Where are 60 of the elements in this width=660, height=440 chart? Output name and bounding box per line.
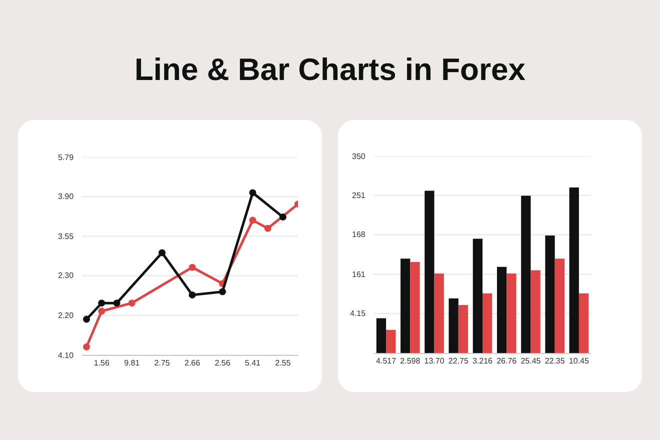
point	[249, 189, 256, 196]
text: 4.15	[350, 309, 366, 318]
x-tick-label: 2.598	[400, 356, 421, 366]
point	[83, 343, 90, 350]
x-tick-label: 5.41	[244, 358, 262, 368]
x-tick-label: 25.45	[520, 356, 542, 366]
point	[83, 316, 90, 323]
bar	[530, 270, 540, 353]
point	[218, 288, 226, 296]
x-tick-label: 2.55	[275, 358, 292, 368]
bar	[400, 258, 410, 353]
bar	[496, 266, 507, 353]
x-tick-label: 22.75	[448, 356, 469, 366]
bar	[521, 196, 531, 353]
x-tick-label: 10.45	[568, 356, 590, 366]
text: 168	[352, 230, 366, 239]
text: 2.30	[58, 271, 74, 280]
bar	[386, 330, 396, 353]
bar	[506, 274, 516, 353]
chart-title: Line & Bar Charts in Forex	[133, 52, 527, 88]
bar	[458, 304, 468, 353]
x-tick-label: 2.75	[154, 358, 170, 368]
point	[113, 300, 120, 307]
x-tick-label: 2.66	[184, 358, 201, 368]
bar	[482, 293, 492, 353]
x-tick-label: 1.56	[94, 358, 110, 368]
x-tick-label: 2.56	[214, 358, 231, 368]
text: 5.79	[58, 153, 74, 162]
point	[98, 300, 106, 307]
bar	[424, 190, 434, 353]
bar	[448, 298, 458, 353]
bar	[376, 318, 386, 353]
x-tick-label: 26.76	[496, 356, 518, 366]
bar	[578, 293, 589, 353]
x-tick-label: 9.81	[124, 358, 140, 368]
point	[98, 308, 106, 315]
x-tick-label: 3.216	[472, 356, 494, 366]
point	[279, 214, 286, 221]
text: 350	[352, 152, 366, 161]
bar	[545, 235, 555, 353]
bar	[434, 274, 444, 353]
x-tick-label: 4.517	[376, 356, 397, 366]
text: 4.10	[58, 351, 74, 360]
text: 3.90	[58, 192, 74, 201]
x-tick-label: 13.70	[424, 356, 445, 366]
point	[249, 216, 256, 224]
x-tick-label: 22.35	[544, 356, 566, 366]
bar	[472, 238, 482, 353]
point	[188, 264, 196, 271]
text: 3.55	[58, 232, 74, 241]
point	[188, 291, 196, 298]
bar	[410, 262, 420, 353]
bar	[569, 187, 579, 353]
text: 251	[352, 191, 366, 200]
text: 161	[352, 270, 366, 279]
point	[128, 300, 136, 307]
text: 2.20	[58, 311, 74, 320]
point	[264, 224, 272, 232]
bar	[554, 258, 564, 353]
point	[158, 249, 166, 256]
